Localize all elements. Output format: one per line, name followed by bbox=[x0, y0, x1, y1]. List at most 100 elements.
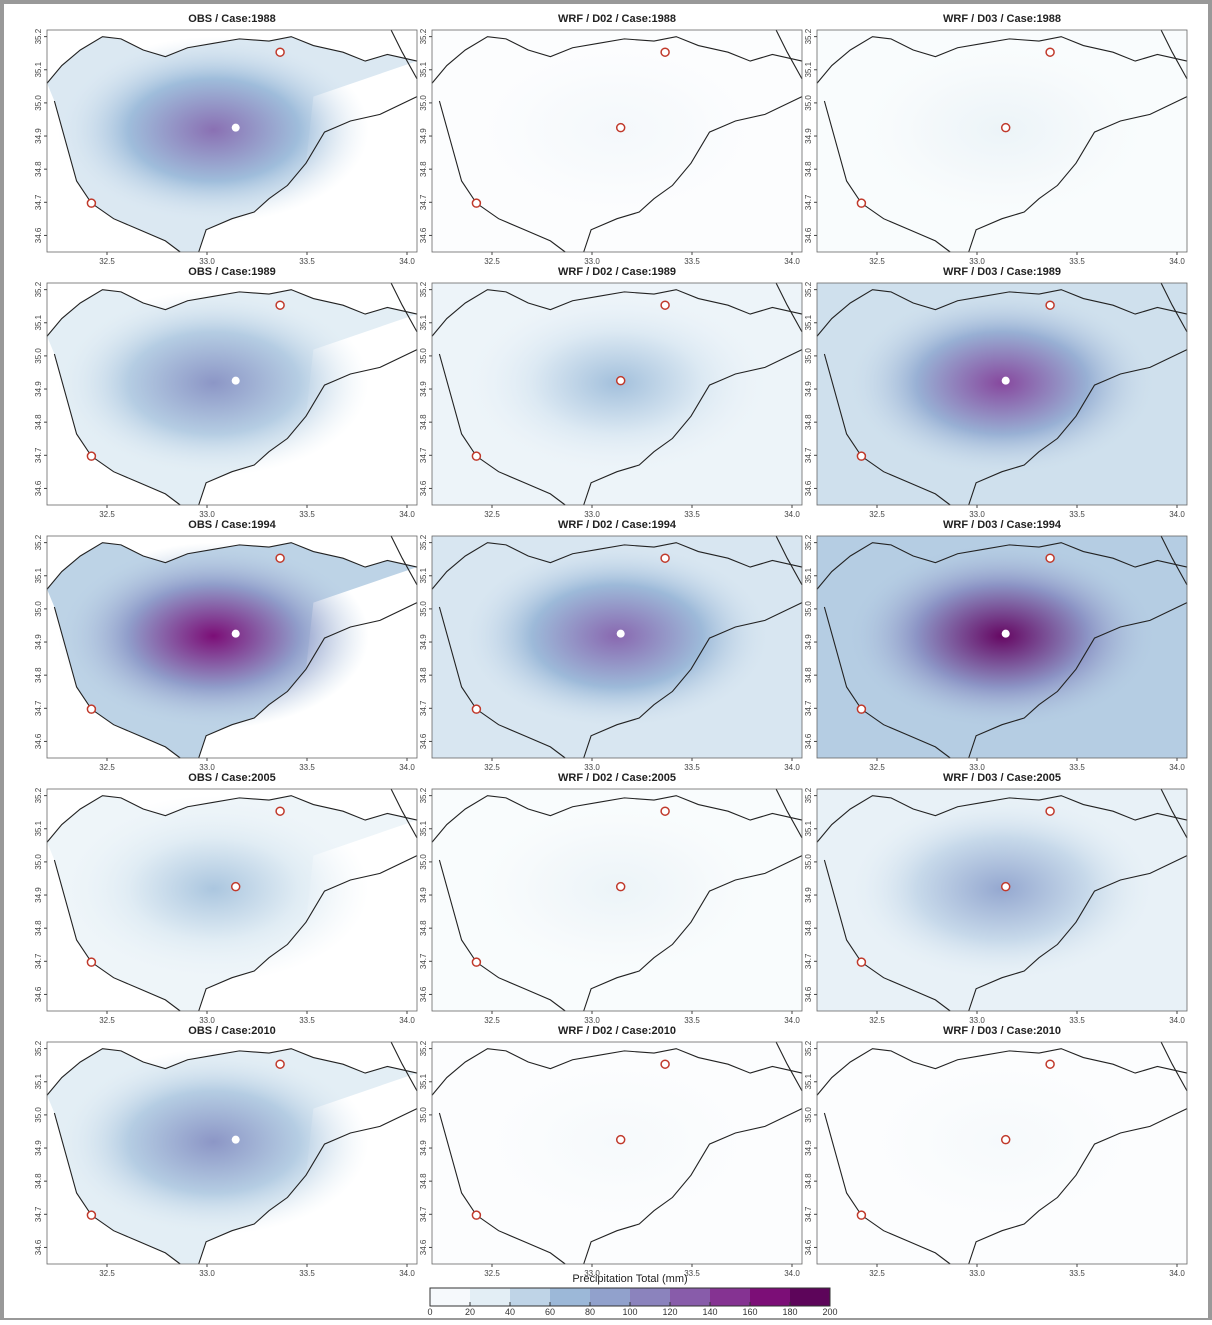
x-tick-label: 33.5 bbox=[1069, 1269, 1085, 1278]
y-tick-label: 34.6 bbox=[804, 733, 813, 749]
coastline bbox=[431, 795, 803, 843]
x-tick-label: 32.5 bbox=[484, 1016, 500, 1025]
panel-title: WRF / D03 / Case:1989 bbox=[943, 266, 1061, 278]
y-tick-label: 35.0 bbox=[804, 601, 813, 617]
precip-core bbox=[58, 36, 369, 224]
colorbar-tick-label: 80 bbox=[585, 1307, 595, 1317]
y-tick-label: 34.8 bbox=[34, 667, 43, 683]
coastline bbox=[46, 795, 418, 843]
x-tick-label: 34.0 bbox=[1169, 1016, 1185, 1025]
coastline bbox=[1160, 1041, 1188, 1092]
station bbox=[1045, 806, 1055, 816]
station bbox=[660, 47, 670, 57]
x-tick-label: 33.0 bbox=[969, 510, 985, 519]
coastline bbox=[390, 29, 418, 80]
y-tick-label: 34.6 bbox=[419, 986, 428, 1002]
x-tick-label: 34.0 bbox=[399, 763, 415, 772]
y-tick-label: 34.9 bbox=[804, 634, 813, 650]
coastline bbox=[823, 606, 951, 759]
colorbar-segment bbox=[670, 1288, 710, 1306]
y-tick-label: 34.7 bbox=[34, 953, 43, 969]
coastline bbox=[46, 542, 418, 590]
y-tick-label: 34.9 bbox=[34, 887, 43, 903]
x-tick-label: 33.5 bbox=[299, 510, 315, 519]
panel-border bbox=[816, 788, 1188, 1012]
coastline bbox=[968, 96, 1188, 253]
map-panel: WRF / D03 / Case:2010 32.5 33.0 33.5 34.0 34.… bbox=[804, 1025, 1188, 1278]
y-tick-label: 34.6 bbox=[804, 227, 813, 243]
panel-title: OBS / Case:1988 bbox=[188, 13, 275, 25]
panel-border bbox=[431, 788, 803, 1012]
y-tick-label: 34.8 bbox=[34, 161, 43, 177]
station bbox=[1000, 1134, 1011, 1145]
x-tick-label: 32.5 bbox=[869, 257, 885, 266]
y-tick-label: 34.7 bbox=[419, 194, 428, 210]
coastline bbox=[823, 100, 951, 253]
station bbox=[86, 451, 97, 461]
x-tick-label: 33.0 bbox=[584, 763, 600, 772]
y-tick-label: 34.6 bbox=[419, 227, 428, 243]
panel-border bbox=[46, 29, 418, 253]
panel-title: WRF / D03 / Case:1994 bbox=[943, 519, 1062, 531]
station bbox=[660, 300, 670, 310]
y-tick-label: 35.0 bbox=[419, 95, 428, 111]
colorbar-segment bbox=[510, 1288, 550, 1306]
colorbar-tick-label: 180 bbox=[782, 1307, 797, 1317]
coastline bbox=[1160, 788, 1188, 839]
panel-border bbox=[816, 29, 1188, 253]
x-tick-label: 34.0 bbox=[784, 257, 800, 266]
y-tick-label: 34.9 bbox=[419, 887, 428, 903]
coastline bbox=[583, 96, 803, 253]
y-tick-label: 35.2 bbox=[34, 534, 43, 550]
x-tick-label: 32.5 bbox=[869, 1269, 885, 1278]
coastline bbox=[816, 1048, 1188, 1096]
coastline bbox=[816, 289, 1188, 337]
map-panel: WRF / D03 / Case:2005 32.5 33.0 33.5 34.0 34.… bbox=[804, 772, 1188, 1025]
coastline bbox=[583, 1108, 803, 1265]
y-tick-label: 34.9 bbox=[804, 128, 813, 144]
station bbox=[660, 1059, 670, 1069]
x-tick-label: 32.5 bbox=[99, 763, 115, 772]
x-tick-label: 33.0 bbox=[969, 763, 985, 772]
station bbox=[660, 806, 670, 816]
panel-border bbox=[816, 1041, 1188, 1265]
coastline bbox=[198, 855, 418, 1012]
y-tick-label: 35.2 bbox=[804, 28, 813, 44]
y-tick-label: 35.1 bbox=[804, 820, 813, 836]
station bbox=[86, 1210, 97, 1220]
y-tick-label: 34.7 bbox=[804, 447, 813, 463]
x-tick-label: 33.0 bbox=[969, 1269, 985, 1278]
map-panel: WRF / D03 / Case:1988 32.5 33.0 33.5 34.0 34.… bbox=[804, 13, 1188, 266]
x-tick-label: 33.0 bbox=[584, 1016, 600, 1025]
coastline bbox=[968, 602, 1188, 759]
x-tick-label: 33.0 bbox=[969, 1016, 985, 1025]
panel-title: WRF / D02 / Case:1988 bbox=[558, 13, 676, 25]
y-tick-label: 35.1 bbox=[34, 567, 43, 583]
colorbar-tick-label: 120 bbox=[662, 1307, 677, 1317]
y-tick-label: 34.7 bbox=[34, 447, 43, 463]
y-tick-label: 34.6 bbox=[419, 733, 428, 749]
panel-border bbox=[46, 788, 418, 1012]
y-tick-label: 35.2 bbox=[34, 1040, 43, 1056]
coastline bbox=[775, 788, 803, 839]
y-tick-label: 35.0 bbox=[804, 854, 813, 870]
panel-border bbox=[46, 1041, 418, 1265]
map-panel: WRF / D02 / Case:2005 32.5 33.0 33.5 34.0 34.… bbox=[419, 772, 803, 1025]
y-tick-label: 34.6 bbox=[419, 1239, 428, 1255]
coastline bbox=[823, 859, 951, 1012]
panel-border bbox=[431, 282, 803, 506]
station bbox=[1000, 881, 1011, 892]
y-tick-label: 35.1 bbox=[419, 61, 428, 77]
colorbar-tick-label: 140 bbox=[702, 1307, 717, 1317]
coastline bbox=[583, 602, 803, 759]
coastline bbox=[438, 353, 566, 506]
y-tick-label: 34.8 bbox=[34, 920, 43, 936]
coastline bbox=[438, 1112, 566, 1265]
coastline bbox=[1160, 282, 1188, 333]
x-tick-label: 33.0 bbox=[584, 510, 600, 519]
station bbox=[856, 198, 867, 208]
station bbox=[86, 704, 97, 714]
y-tick-label: 35.0 bbox=[419, 1107, 428, 1123]
x-tick-label: 33.5 bbox=[299, 257, 315, 266]
